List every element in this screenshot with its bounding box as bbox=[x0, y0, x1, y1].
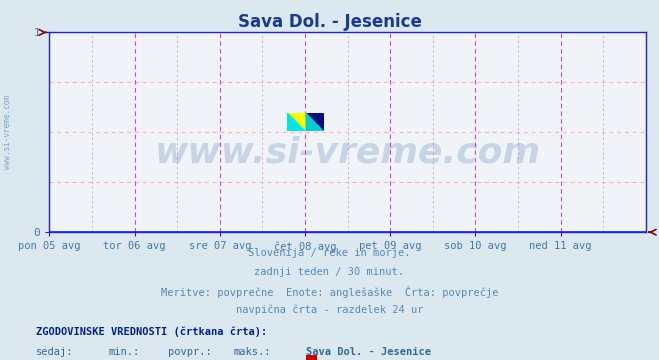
Text: Sava Dol. - Jesenice: Sava Dol. - Jesenice bbox=[237, 13, 422, 31]
Text: www.si-vreme.com: www.si-vreme.com bbox=[3, 95, 13, 169]
Text: ZGODOVINSKE VREDNOSTI (črtkana črta):: ZGODOVINSKE VREDNOSTI (črtkana črta): bbox=[36, 327, 268, 337]
Text: Slovenija / reke in morje.: Slovenija / reke in morje. bbox=[248, 248, 411, 258]
Text: Sava Dol. - Jesenice: Sava Dol. - Jesenice bbox=[306, 347, 432, 357]
Text: Meritve: povprečne  Enote: anglešaške  Črta: povprečje: Meritve: povprečne Enote: anglešaške Črt… bbox=[161, 286, 498, 298]
Text: zadnji teden / 30 minut.: zadnji teden / 30 minut. bbox=[254, 267, 405, 277]
Text: sedaj:: sedaj: bbox=[36, 347, 74, 357]
Text: maks.:: maks.: bbox=[234, 347, 272, 357]
Text: povpr.:: povpr.: bbox=[168, 347, 212, 357]
Text: www.si-vreme.com: www.si-vreme.com bbox=[155, 135, 540, 169]
Text: min.:: min.: bbox=[109, 347, 140, 357]
Text: navpična črta - razdelek 24 ur: navpična črta - razdelek 24 ur bbox=[236, 305, 423, 315]
